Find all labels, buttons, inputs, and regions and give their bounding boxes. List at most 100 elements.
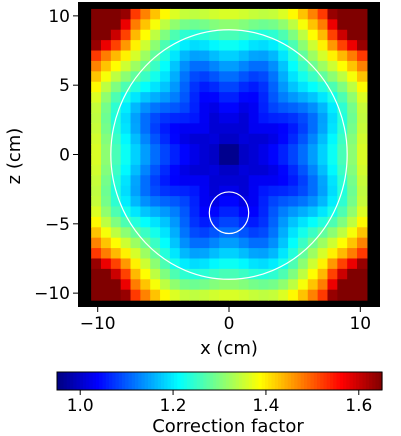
heatmap-cell <box>100 50 112 62</box>
heatmap-cell <box>189 164 201 176</box>
heatmap-cell <box>347 92 358 104</box>
heatmap-cell <box>248 164 260 176</box>
colorbar-label: Correction factor <box>152 416 304 436</box>
heatmap-cell <box>258 81 269 93</box>
heatmap-cell <box>307 216 319 228</box>
heatmap-cell <box>337 258 348 270</box>
colorbar-segment <box>76 372 81 390</box>
heatmap-cell <box>120 92 132 104</box>
heatmap-cell <box>337 40 348 52</box>
heatmap-cell <box>307 144 319 156</box>
heatmap-cell <box>219 216 230 228</box>
heatmap-cell <box>160 175 171 187</box>
heatmap-cell <box>150 60 161 72</box>
heatmap-cell <box>160 40 171 52</box>
heatmap-cell <box>169 71 181 83</box>
heatmap-cell <box>100 248 112 260</box>
heatmap-cell <box>150 206 161 218</box>
heatmap-cell <box>120 60 132 72</box>
heatmap-cell <box>179 29 191 41</box>
heatmap-cell <box>268 19 279 31</box>
heatmap-cell <box>268 248 279 260</box>
heatmap-cell <box>238 248 250 260</box>
heatmap-cell <box>337 237 348 249</box>
heatmap-cell <box>248 279 260 291</box>
heatmap-cell <box>238 133 250 145</box>
colorbar-segment <box>310 372 315 390</box>
heatmap-cell <box>238 144 250 156</box>
colorbar-segment <box>274 372 279 390</box>
heatmap-cell <box>179 112 191 124</box>
y-tick-label: −5 <box>45 215 70 235</box>
heatmap-cell <box>100 289 112 301</box>
heatmap-cell <box>189 102 201 114</box>
heatmap-cell <box>337 175 348 187</box>
heatmap-cell <box>307 227 319 239</box>
heatmap-cell <box>229 258 240 270</box>
heatmap-cell <box>238 8 250 20</box>
heatmap-cell <box>160 237 171 249</box>
heatmap-cell <box>268 164 279 176</box>
heatmap-cell <box>297 50 309 62</box>
heatmap-cell <box>150 50 161 62</box>
heatmap-cell <box>120 102 132 114</box>
heatmap-cell <box>258 60 269 72</box>
heatmap-cell <box>258 19 269 31</box>
heatmap-cell <box>248 102 260 114</box>
heatmap-cell <box>337 206 348 218</box>
heatmap-cell <box>258 92 269 104</box>
heatmap-cell <box>288 289 299 301</box>
heatmap-cell <box>278 92 289 104</box>
heatmap-cell <box>317 196 329 208</box>
heatmap-cell <box>278 185 289 197</box>
heatmap-cell <box>268 237 279 249</box>
heatmap-cell <box>288 164 299 176</box>
heatmap-cell <box>327 237 338 249</box>
heatmap-cell <box>199 175 210 187</box>
heatmap-cell <box>337 216 348 228</box>
heatmap-cell <box>327 92 338 104</box>
heatmap-cell <box>179 206 191 218</box>
heatmap-cell <box>189 133 201 145</box>
heatmap-cell <box>179 133 191 145</box>
colorbar-segment <box>333 372 338 390</box>
heatmap-cell <box>91 8 102 20</box>
heatmap-cell <box>91 144 102 156</box>
heatmap-cell <box>150 154 161 166</box>
heatmap-cell <box>209 133 220 145</box>
heatmap-cell <box>209 289 220 301</box>
heatmap-cell <box>317 40 329 52</box>
heatmap-cell <box>327 196 338 208</box>
colorbar-segment <box>154 372 159 390</box>
heatmap-cell <box>209 154 220 166</box>
heatmap-cell <box>179 279 191 291</box>
heatmap-cell <box>91 19 102 31</box>
colorbar-segment <box>193 372 198 390</box>
heatmap-cell <box>347 237 358 249</box>
heatmap-cell <box>288 123 299 135</box>
heatmap-cell <box>100 227 112 239</box>
heatmap-cell <box>199 71 210 83</box>
heatmap-cell <box>110 216 122 228</box>
heatmap-cell <box>347 112 358 124</box>
heatmap-cell <box>238 185 250 197</box>
heatmap-cell <box>150 71 161 83</box>
heatmap-cell <box>179 8 191 20</box>
heatmap-cell <box>317 19 329 31</box>
heatmap-cell <box>327 19 338 31</box>
heatmap-cell <box>169 40 181 52</box>
heatmap-cell <box>199 279 210 291</box>
heatmap-cell <box>110 29 122 41</box>
heatmap-cell <box>199 133 210 145</box>
heatmap-cell <box>268 123 279 135</box>
colorbar-segment <box>281 372 286 390</box>
heatmap-cell <box>130 92 141 104</box>
colorbar-segment <box>307 372 312 390</box>
heatmap-cell <box>219 102 230 114</box>
heatmap-cell <box>169 206 181 218</box>
heatmap-cell <box>110 8 122 20</box>
heatmap-cell <box>229 133 240 145</box>
heatmap-cell <box>120 227 132 239</box>
heatmap-cell <box>219 258 230 270</box>
heatmap-cell <box>238 154 250 166</box>
